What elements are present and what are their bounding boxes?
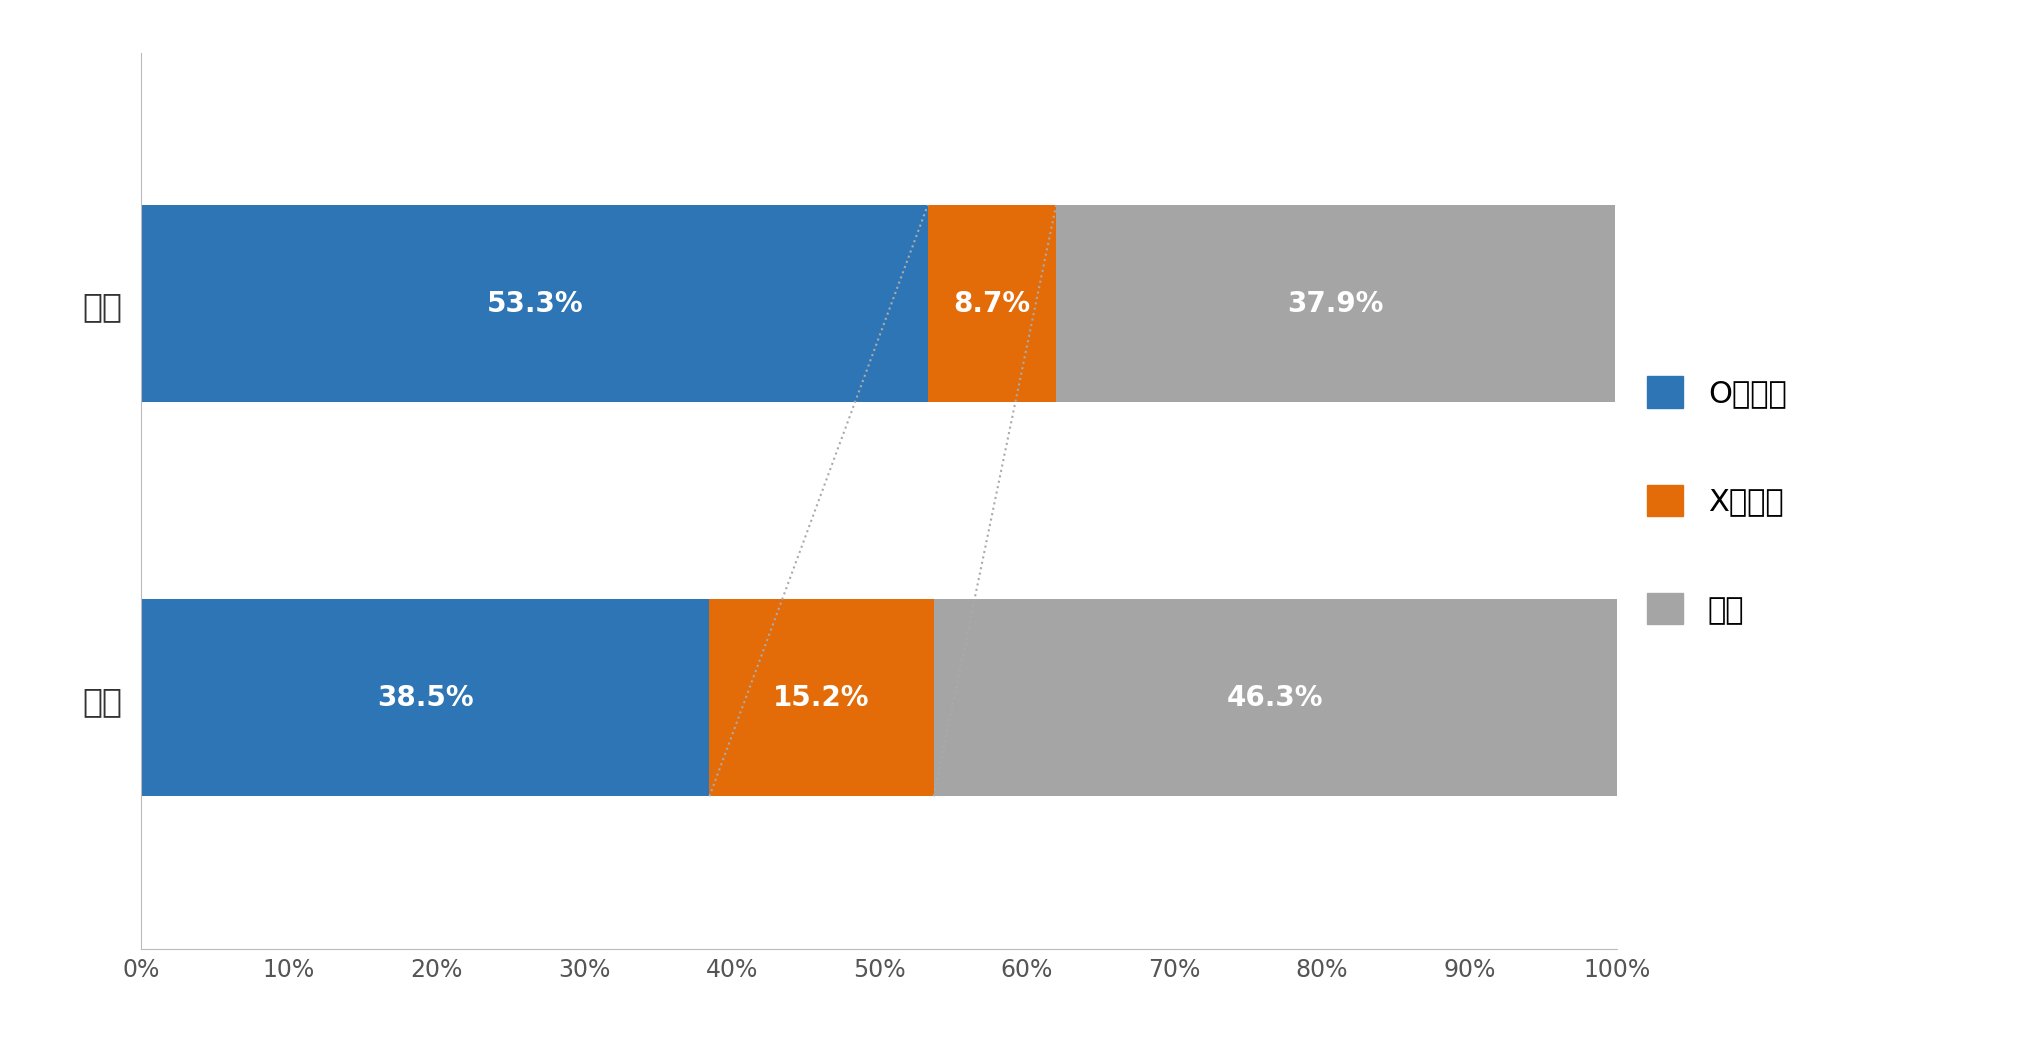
Text: 46.3%: 46.3% <box>1227 684 1324 711</box>
Bar <box>141 204 928 402</box>
Bar <box>1057 204 1615 402</box>
Legend: O脚傾向, X脚傾向, 正常: O脚傾向, X脚傾向, 正常 <box>1647 376 1787 625</box>
Bar <box>934 599 1617 797</box>
Bar <box>709 599 934 797</box>
Text: 8.7%: 8.7% <box>954 290 1031 317</box>
Text: 53.3%: 53.3% <box>487 290 582 317</box>
Bar <box>928 204 1057 402</box>
Text: 15.2%: 15.2% <box>774 684 869 711</box>
Bar <box>141 599 709 797</box>
Text: 38.5%: 38.5% <box>378 684 473 711</box>
Text: 37.9%: 37.9% <box>1287 290 1384 317</box>
